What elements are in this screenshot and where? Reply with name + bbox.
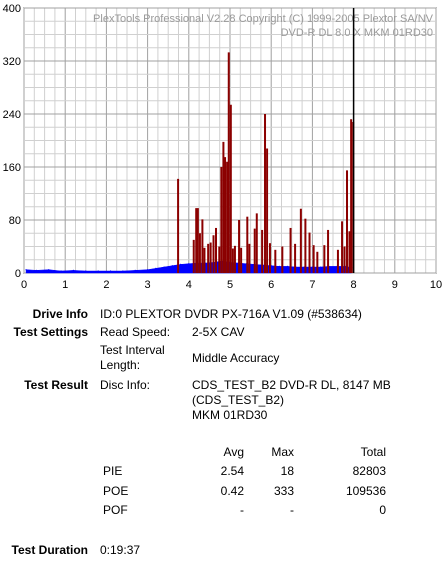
x-tick-label: 8 [351,279,357,291]
x-tick-label: 0 [21,279,27,291]
x-tick-label: 10 [430,279,442,291]
pof-max: - [290,503,294,517]
y-tick-label: 80 [9,215,21,227]
interval-value: Middle Accuracy [192,351,280,365]
pie-point [278,265,281,267]
pie-total: 82803 [352,464,386,478]
pie-point [320,266,322,268]
pie-point [287,265,289,267]
x-tick-label: 1 [62,279,68,291]
col-header-total: Total [360,445,386,459]
read-speed-value: 2-5X CAV [192,325,245,339]
test-settings-label: Test Settings [13,325,88,339]
pie-point [179,263,182,265]
pie-max: 18 [280,464,294,478]
x-axis-ticks: 0 1 2 3 4 5 6 7 8 9 10 [21,279,442,291]
disc-info-line2: (CDS_TEST_B2) [192,393,285,407]
chart-header-line2: DVD-R DL 8.0 X MKM 01RD30 [281,27,433,39]
col-header-max: Max [271,445,294,459]
chart-header-line1: PlexTools Professional V2.28 Copyright (… [93,13,434,25]
pie-point [188,263,190,265]
poe-avg: 0.42 [220,484,244,498]
y-axis-ticks: 0 80 160 240 320 400 [3,3,21,280]
pie-point [147,269,149,271]
pie-point [85,270,87,272]
x-tick-label: 2 [103,279,109,291]
y-tick-label: 400 [3,3,21,15]
error-chart: PlexTools Professional V2.28 Copyright (… [3,3,442,291]
poe-max: 333 [273,484,294,498]
disc-info-line3: MKM 01RD30 [192,408,268,422]
x-tick-label: 5 [227,279,233,291]
pie-point [25,269,27,271]
interval-label-line2: Length: [100,358,141,372]
disc-info-label: Disc Info: [100,378,151,392]
row-name-pie: PIE [103,464,123,478]
chart-svg: PlexTools Professional V2.28 Copyright (… [3,3,442,291]
col-header-avg: Avg [223,445,244,459]
y-tick-label: 240 [3,109,21,121]
pie-point [60,270,62,272]
pie-point [72,269,75,271]
pof-avg: - [240,503,244,517]
pie-point [171,265,173,267]
test-duration-label: Test Duration [11,543,88,557]
pie-point [163,266,165,268]
row-name-pof: POF [103,503,128,517]
results-panel: Drive Info ID:0 PLEXTOR DVDR PX-716A V1.… [0,300,447,561]
test-result-label: Test Result [24,378,88,392]
poe-total: 109536 [345,484,386,498]
y-tick-label: 0 [15,268,21,280]
interval-label-line1: Test Interval [100,343,165,357]
x-tick-label: 6 [268,279,274,291]
pie-point [134,269,136,271]
pie-avg: 2.54 [220,464,244,478]
pie-point [48,269,50,271]
pie-point [122,270,124,272]
grid [23,7,437,274]
x-tick-label: 9 [392,279,398,291]
pie-point [97,270,99,272]
read-speed-label: Read Speed: [100,325,171,339]
pie-point [155,267,157,269]
pie-point [35,269,37,271]
x-tick-label: 4 [186,279,192,291]
pof-total: 0 [379,503,386,517]
disc-info-line1: CDS_TEST_B2 DVD-R DL, 8147 MB [192,378,391,392]
drive-info-value: ID:0 PLEXTOR DVDR PX-716A V1.09 (#538634… [100,307,362,321]
x-tick-label: 3 [145,279,151,291]
drive-info-label: Drive Info [32,307,88,321]
row-name-poe: POE [103,484,129,498]
y-tick-label: 160 [3,162,21,174]
x-tick-label: 7 [309,279,315,291]
pie-point [109,270,112,272]
test-duration-value: 0:19:37 [100,543,141,557]
y-tick-label: 320 [3,56,21,68]
